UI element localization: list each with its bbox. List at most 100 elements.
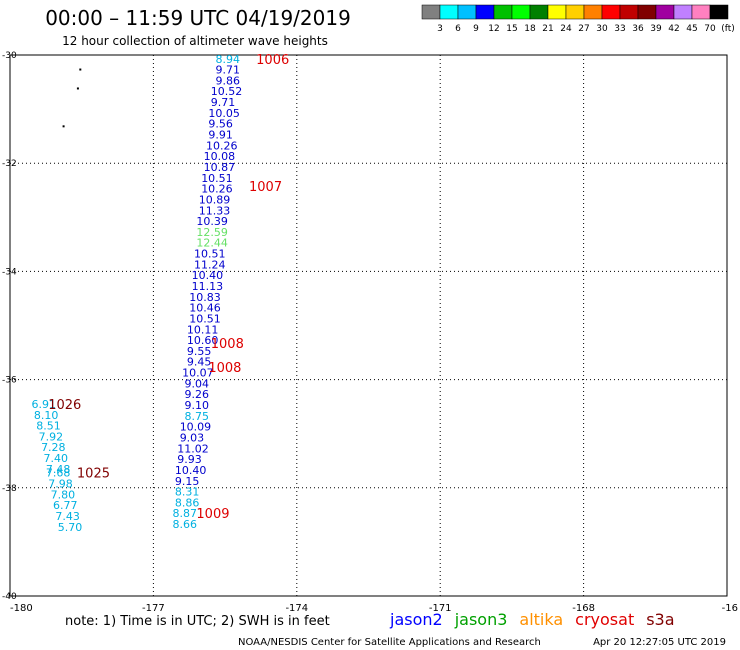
- y-tick-label: -40: [2, 592, 17, 602]
- legend-cryosat: cryosat: [575, 610, 634, 629]
- wave-height-label: 9.93: [177, 453, 202, 466]
- chart-title: 00:00 – 11:59 UTC 04/19/2019: [45, 6, 351, 30]
- pressure-label: 1025: [77, 467, 110, 482]
- y-tick-label: -34: [2, 267, 17, 277]
- pressure-labels: 1006 1007 1008 1008 1026 1025 1009: [48, 53, 289, 522]
- wave-height-label: 10.11: [187, 323, 219, 336]
- pressure-label: 1008: [208, 361, 241, 376]
- pressure-label: 1006: [256, 53, 289, 68]
- colorbar-swatch: [619, 4, 639, 20]
- y-tick-label: -36: [2, 376, 17, 386]
- colorbar-label: 42: [668, 24, 679, 34]
- colorbar-label: 70: [704, 24, 716, 34]
- y-axis-ticks: -30 -32 -34 -36 -38 -40: [2, 51, 17, 602]
- colorbar-label: 24: [560, 24, 572, 34]
- colorbar-swatch: [709, 4, 729, 20]
- wave-height-label: 10.51: [201, 172, 233, 185]
- colorbar-label: 18: [524, 24, 536, 34]
- colorbar-label: 39: [650, 24, 662, 34]
- wave-height-label: 8.66: [173, 518, 198, 531]
- colorbar-label: 36: [632, 24, 644, 34]
- colorbar-swatch: [547, 4, 567, 20]
- wave-height-label: 11.24: [194, 258, 226, 271]
- wave-height-label: 10.26: [206, 139, 238, 152]
- y-tick-label: -30: [2, 51, 17, 61]
- footer-timestamp: Apr 20 12:27:05 UTC 2019: [593, 637, 726, 648]
- colorbar-swatch: [691, 4, 711, 20]
- x-axis-ticks: -180 -177 -174 -171 -168 -16: [10, 603, 738, 614]
- wave-height-label: 10.26: [201, 183, 233, 196]
- wave-height-label: 10.08: [204, 150, 236, 163]
- track-dot: [76, 87, 79, 90]
- wave-height-label: 9.55: [187, 345, 212, 358]
- wave-height-label: 9.26: [184, 388, 209, 401]
- colorbar-label: (ft): [721, 24, 735, 34]
- wave-height-label: 9.04: [184, 377, 209, 390]
- y-tick-label: -32: [2, 159, 17, 169]
- wave-height-label: 10.40: [192, 269, 224, 282]
- colorbar-label: 12: [488, 24, 499, 34]
- wave-height-label: 10.09: [180, 421, 212, 434]
- wave-height-label: 9.86: [216, 74, 241, 87]
- colorbar-swatch: [637, 4, 657, 20]
- colorbar-swatch: [457, 4, 477, 20]
- pressure-label: 1008: [211, 337, 244, 352]
- footer-note: note: 1) Time is in UTC; 2) SWH is in fe…: [65, 614, 330, 629]
- colorbar-swatch: [673, 4, 693, 20]
- wave-height-label: 8.94: [216, 53, 241, 66]
- colorbar-swatch: [601, 4, 621, 20]
- y-tick-label: -38: [2, 484, 17, 494]
- wave-height-label: 9.71: [211, 96, 236, 109]
- pressure-label: 1007: [249, 180, 282, 195]
- wave-height-label: 10.51: [194, 248, 226, 261]
- colorbar-swatch: [583, 4, 603, 20]
- x-tick-label: -171: [429, 603, 452, 614]
- wave-height-label: 11.33: [199, 204, 231, 217]
- wave-height-label: 9.10: [184, 399, 209, 412]
- wave-height-label: 8.87: [173, 507, 198, 520]
- wave-height-label: 9.03: [180, 431, 205, 444]
- colorbar-label: 3: [437, 24, 443, 34]
- footer-credit: NOAA/NESDIS Center for Satellite Applica…: [238, 637, 541, 648]
- track-dot: [79, 68, 82, 71]
- wave-height-label: 8.75: [184, 410, 209, 423]
- colorbar-label: 27: [578, 24, 589, 34]
- track-dots: [62, 68, 82, 128]
- wave-height-label: 10.51: [189, 312, 221, 325]
- colorbar-label: 33: [614, 24, 625, 34]
- track-dot: [62, 125, 65, 128]
- wave-height-label: 7.43: [55, 510, 80, 523]
- wave-height-label: 10.83: [189, 291, 221, 304]
- wave-height-labels: 8.949.719.8610.529.7110.059.569.9110.261…: [32, 53, 243, 534]
- wave-height-label: 10.46: [189, 302, 221, 315]
- wave-height-label: 11.13: [192, 280, 224, 293]
- wave-height-label: 10.07: [182, 367, 214, 380]
- colorbar-swatch: [511, 4, 531, 20]
- legend-altika: altika: [519, 610, 563, 629]
- colorbar-swatch: [529, 4, 549, 20]
- wave-height-label: 10.39: [196, 215, 228, 228]
- wave-height-label: 10.87: [204, 161, 236, 174]
- x-tick-label: -168: [572, 603, 595, 614]
- wave-height-label: 9.91: [208, 129, 233, 142]
- wave-height-label: 9.15: [175, 475, 200, 488]
- satellite-legend: jason2 jason3 altika cryosat s3a: [389, 610, 675, 629]
- colorbar-swatch: [475, 4, 495, 20]
- wave-height-label: 8.86: [175, 496, 200, 509]
- wave-height-label: 7.48: [46, 463, 71, 476]
- colorbar-swatch: [655, 4, 675, 20]
- wave-height-label: 8.51: [36, 420, 61, 433]
- x-tick-label: -16: [722, 603, 738, 614]
- wave-height-label: 10.40: [175, 464, 207, 477]
- wave-height-label: 12.59: [196, 226, 228, 239]
- wave-height-label: 9.56: [208, 118, 233, 131]
- grid-lines: [10, 55, 727, 596]
- x-tick-label: -174: [285, 603, 308, 614]
- wave-height-label: 7.80: [51, 488, 76, 501]
- pressure-label: 1026: [48, 398, 81, 413]
- pressure-label: 1009: [196, 507, 229, 522]
- colorbar-label: 30: [596, 24, 608, 34]
- colorbar-label: 15: [506, 24, 517, 34]
- wave-height-label: 10.89: [199, 193, 231, 206]
- legend-s3a: s3a: [646, 610, 674, 629]
